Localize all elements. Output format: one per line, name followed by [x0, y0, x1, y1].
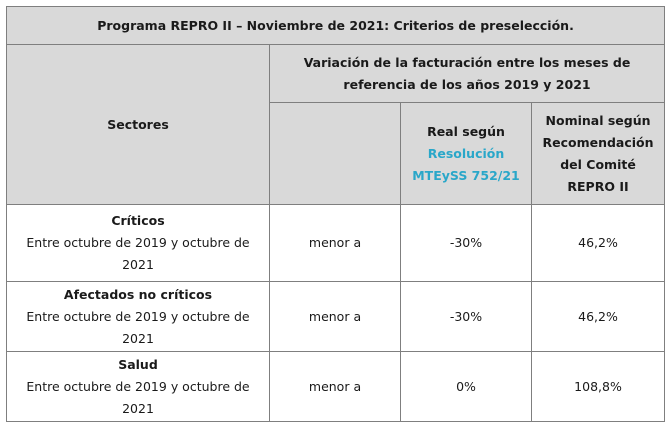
real-cell: -30% [400, 281, 532, 352]
header-sectores: Sectores [6, 44, 270, 205]
sector-range: Entre octubre de 2019 y octubre de 2021 [26, 235, 250, 272]
header-empty [269, 102, 401, 205]
sector-range: Entre octubre de 2019 y octubre de 2021 [26, 308, 250, 346]
sector-cell: Salud Entre octubre de 2019 y octubre de… [6, 351, 270, 422]
sector-name: Críticos [111, 213, 165, 228]
nominal-cell: 46,2% [530, 204, 666, 282]
condition-cell: menor a [269, 351, 401, 422]
header-real: Real según Resolución MTEySS 752/21 [400, 102, 532, 205]
header-real-prefix: Real según [427, 123, 505, 139]
table-row: Afectados no críticos Entre octubre de 2… [6, 281, 666, 352]
sector-range: Entre octubre de 2019 y octubre de 2021 [26, 378, 250, 416]
real-cell: 0% [400, 351, 532, 422]
criteria-table: Programa REPRO II – Noviembre de 2021: C… [5, 6, 666, 422]
real-cell: -30% [400, 204, 532, 282]
condition-cell: menor a [269, 204, 401, 282]
table-title: Programa REPRO II – Noviembre de 2021: C… [5, 6, 666, 45]
table-row: Salud Entre octubre de 2019 y octubre de… [6, 351, 666, 422]
nominal-cell: 46,2% [530, 281, 666, 352]
header-nominal: Nominal según Recomendación del Comité R… [530, 102, 666, 205]
table-row: Críticos Entre octubre de 2019 y octubre… [6, 204, 666, 282]
sector-name: Salud [118, 356, 158, 372]
sector-cell: Afectados no críticos Entre octubre de 2… [6, 281, 270, 352]
resolucion-link[interactable]: Resolución MTEySS 752/21 [412, 145, 520, 183]
nominal-cell: 108,8% [530, 351, 666, 422]
sector-cell: Críticos Entre octubre de 2019 y octubre… [6, 204, 270, 282]
condition-cell: menor a [269, 281, 401, 352]
sector-name: Afectados no críticos [63, 286, 213, 302]
header-variacion: Variación de la facturación entre los me… [268, 44, 666, 103]
